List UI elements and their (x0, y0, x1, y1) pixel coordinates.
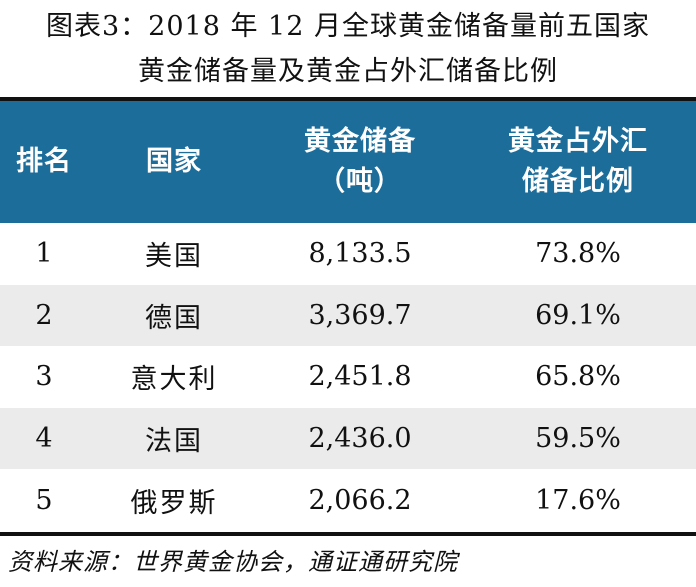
table-title: 图表3：2018 年 12 月全球黄金储备量前五国家 黄金储备量及黄金占外汇储备… (0, 0, 696, 96)
header-country: 国家 (88, 101, 260, 223)
rank-cell: 4 (35, 423, 53, 455)
ratio-cell: 59.5% (535, 423, 621, 455)
country-cell: 俄罗斯 (130, 487, 218, 519)
reserve-cell: 2,451.8 (308, 361, 412, 393)
table-header: 排名 国家 黄金储备 （吨） 黄金占外汇 储备比例 (0, 101, 696, 223)
table-row: 5 俄罗斯 2,066.2 17.6% (0, 469, 696, 531)
rank-cell: 5 (35, 484, 53, 516)
title-line-1: 图表3：2018 年 12 月全球黄金储备量前五国家 (46, 11, 650, 42)
reserve-cell: 2,066.2 (308, 484, 412, 516)
country-cell: 意大利 (130, 364, 218, 396)
rank-cell: 3 (35, 361, 53, 393)
ratio-cell: 65.8% (535, 361, 621, 393)
table-body: 1 美国 8,133.5 73.8% 2 德国 3,369.7 69.1% 3 … (0, 223, 696, 531)
country-cell: 德国 (145, 302, 203, 334)
country-cell: 美国 (145, 241, 203, 273)
header-reserve-label: 黄金储备 (304, 126, 416, 157)
ratio-cell: 17.6% (535, 484, 621, 516)
ratio-cell: 69.1% (535, 299, 621, 331)
table-row: 4 法国 2,436.0 59.5% (0, 407, 696, 470)
ratio-cell: 73.8% (535, 238, 621, 270)
header-rank-label: 排名 (16, 146, 72, 177)
header-ratio: 黄金占外汇 储备比例 (460, 101, 696, 223)
rank-cell: 2 (35, 299, 53, 331)
bottom-rule (0, 532, 696, 536)
header-ratio-label-2: 储备比例 (522, 166, 634, 197)
header-reserve-unit: （吨） (318, 166, 402, 197)
reserve-cell: 3,369.7 (308, 299, 412, 331)
rank-cell: 1 (35, 238, 53, 270)
table-row: 1 美国 8,133.5 73.8% (0, 223, 696, 285)
reserve-cell: 8,133.5 (308, 238, 412, 270)
header-rank: 排名 (0, 101, 88, 223)
top-rule (0, 97, 696, 101)
country-cell: 法国 (145, 426, 203, 458)
header-country-label: 国家 (146, 146, 202, 177)
table-row: 2 德国 3,369.7 69.1% (0, 284, 696, 347)
table-row: 3 意大利 2,451.8 65.8% (0, 346, 696, 408)
header-reserve: 黄金储备 （吨） (260, 101, 460, 223)
header-ratio-label-1: 黄金占外汇 (508, 126, 648, 157)
source-note: 资料来源：世界黄金协会，通证通研究院 (8, 548, 458, 576)
title-line-2: 黄金储备量及黄金占外汇储备比例 (138, 56, 558, 87)
reserve-cell: 2,436.0 (308, 423, 412, 455)
